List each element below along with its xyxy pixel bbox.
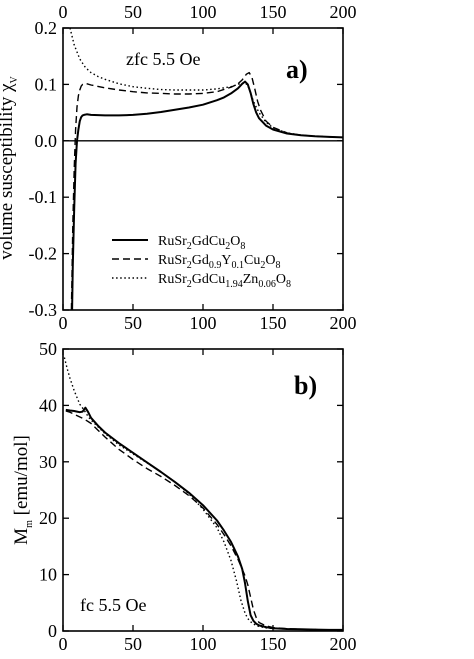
- legend-text-part: Gd: [192, 253, 209, 268]
- legend-subscript: 2: [187, 279, 192, 290]
- y-tick-label: 0: [48, 621, 57, 641]
- x-tick-label: 50: [124, 634, 142, 654]
- panel-b-series: [63, 357, 344, 631]
- legend-subscript: 2: [260, 260, 265, 271]
- panel-b-ylabel: Mm [emu/mol]: [11, 435, 35, 545]
- panel-b-ylabel-main: M: [11, 528, 32, 545]
- legend-subscript: 8: [286, 279, 291, 290]
- y-tick-label: 30: [39, 452, 57, 472]
- legend-text-part: Y: [221, 253, 231, 268]
- y-tick-label: 20: [39, 508, 57, 528]
- legend-entry: RuSr2Gd0.9Y0.1Cu2O8: [158, 253, 281, 271]
- panel-a-series: [69, 27, 344, 311]
- legend-entry: RuSr2GdCu2O8: [158, 234, 245, 252]
- legend-text-part: Zn: [243, 272, 259, 287]
- y-tick-label: 10: [39, 565, 57, 585]
- legend-text-part: O: [276, 272, 286, 287]
- x-tick-label: 0: [59, 313, 68, 333]
- x-tick-label: 100: [190, 313, 217, 333]
- y-tick-label: 40: [39, 395, 57, 415]
- legend-text-part: GdCu: [192, 234, 225, 249]
- x-tick-label-top: 50: [124, 2, 142, 22]
- legend-text-part: RuSr: [158, 253, 187, 268]
- y-tick-label: 0.2: [35, 18, 58, 38]
- x-tick-label: 200: [330, 313, 357, 333]
- x-tick-label-top: 100: [190, 2, 217, 22]
- y-tick-label: -0.2: [29, 244, 58, 264]
- legend-subscript: 8: [240, 241, 245, 252]
- series-line-solid: [71, 80, 344, 311]
- legend-subscript: 2: [225, 241, 230, 252]
- panel-b-ylabel-sub: m: [24, 520, 35, 528]
- series-line-dotted: [63, 357, 344, 631]
- legend-subscript: 0.1: [232, 260, 245, 271]
- series-line-dashed: [70, 71, 344, 311]
- y-tick-label: -0.3: [29, 300, 58, 320]
- x-tick-label: 200: [330, 634, 357, 654]
- panel-a-ylabel: volume susceptibility χV: [0, 75, 20, 259]
- panel-a-label: a): [286, 55, 308, 84]
- legend-subscript: 1.94: [225, 279, 243, 290]
- x-tick-label: 100: [190, 634, 217, 654]
- legend-subscript: 2: [187, 241, 192, 252]
- x-tick-label-top: 150: [260, 2, 287, 22]
- y-tick-label: 50: [39, 339, 57, 359]
- legend-entry: RuSr2GdCu1.94Zn0.06O8: [158, 272, 291, 290]
- y-tick-label: 0.1: [35, 74, 58, 94]
- x-tick-label: 150: [260, 634, 287, 654]
- x-tick-label: 150: [260, 313, 287, 333]
- legend-text-part: O: [230, 234, 240, 249]
- y-tick-label: 0.0: [35, 131, 58, 151]
- legend-text-part: O: [265, 253, 275, 268]
- x-tick-label-top: 200: [330, 2, 357, 22]
- legend-text-part: Cu: [244, 253, 260, 268]
- legend-subscript: 0.9: [209, 260, 222, 271]
- legend-text-part: RuSr: [158, 272, 187, 287]
- legend-text-part: RuSr: [158, 234, 187, 249]
- panel-a: 0 0 50 50 100 100 150 150 200 200 0.2 0.1 0.0 -0.1 -0.…: [0, 2, 357, 333]
- legend: RuSr2GdCu2O8RuSr2Gd0.9Y0.1Cu2O8RuSr2GdCu…: [112, 234, 291, 290]
- legend-subscript: 2: [187, 260, 192, 271]
- x-tick-label: 0: [59, 634, 68, 654]
- panel-b-ylabel-rest: [emu/mol]: [11, 435, 32, 520]
- panel-a-ylabel-main: volume susceptibility χ: [0, 83, 17, 260]
- y-tick-label: -0.1: [29, 187, 58, 207]
- panel-a-ylabel-sub: V: [9, 75, 20, 83]
- panel-b-label: b): [294, 371, 317, 400]
- legend-text-part: GdCu: [192, 272, 225, 287]
- series-line-solid: [65, 406, 343, 631]
- panel-b-annotation: fc 5.5 Oe: [80, 595, 146, 615]
- legend-subscript: 0.06: [258, 279, 276, 290]
- legend-subscript: 8: [276, 260, 281, 271]
- x-tick-label: 50: [124, 313, 142, 333]
- x-tick-label-top: 0: [59, 2, 68, 22]
- panel-a-annotation: zfc 5.5 Oe: [126, 49, 200, 69]
- series-line-dashed: [65, 410, 344, 631]
- panel-a-ticks: 0 0 50 50 100 100 150 150 200 200 0.2 0.1 0.0 -0.1 -0.…: [29, 2, 357, 333]
